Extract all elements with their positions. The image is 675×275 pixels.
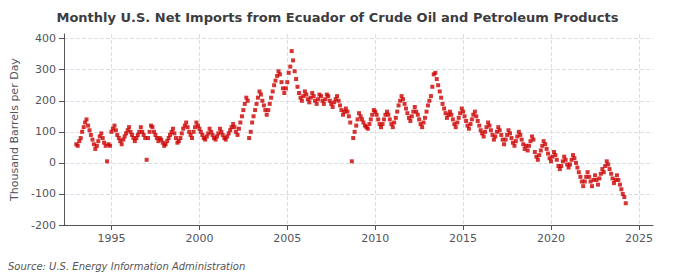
svg-text:-100: -100 bbox=[31, 187, 56, 200]
svg-text:2000: 2000 bbox=[185, 232, 213, 245]
svg-text:2015: 2015 bbox=[449, 232, 477, 245]
svg-text:2010: 2010 bbox=[361, 232, 389, 245]
svg-text:2005: 2005 bbox=[273, 232, 301, 245]
svg-text:Thousand Barrels per Day: Thousand Barrels per Day bbox=[8, 58, 21, 202]
svg-text:1995: 1995 bbox=[97, 232, 125, 245]
svg-text:Monthly U.S. Net Imports from: Monthly U.S. Net Imports from Ecuador of… bbox=[56, 10, 618, 25]
svg-text:300: 300 bbox=[35, 63, 56, 76]
svg-text:2025: 2025 bbox=[625, 232, 653, 245]
svg-text:400: 400 bbox=[35, 32, 56, 45]
svg-text:-200: -200 bbox=[31, 219, 56, 232]
svg-text:2020: 2020 bbox=[537, 232, 565, 245]
svg-text:100: 100 bbox=[35, 125, 56, 138]
svg-text:Source: U.S. Energy Informatio: Source: U.S. Energy Information Administ… bbox=[8, 261, 245, 272]
svg-text:200: 200 bbox=[35, 94, 56, 107]
svg-text:0: 0 bbox=[49, 156, 56, 169]
